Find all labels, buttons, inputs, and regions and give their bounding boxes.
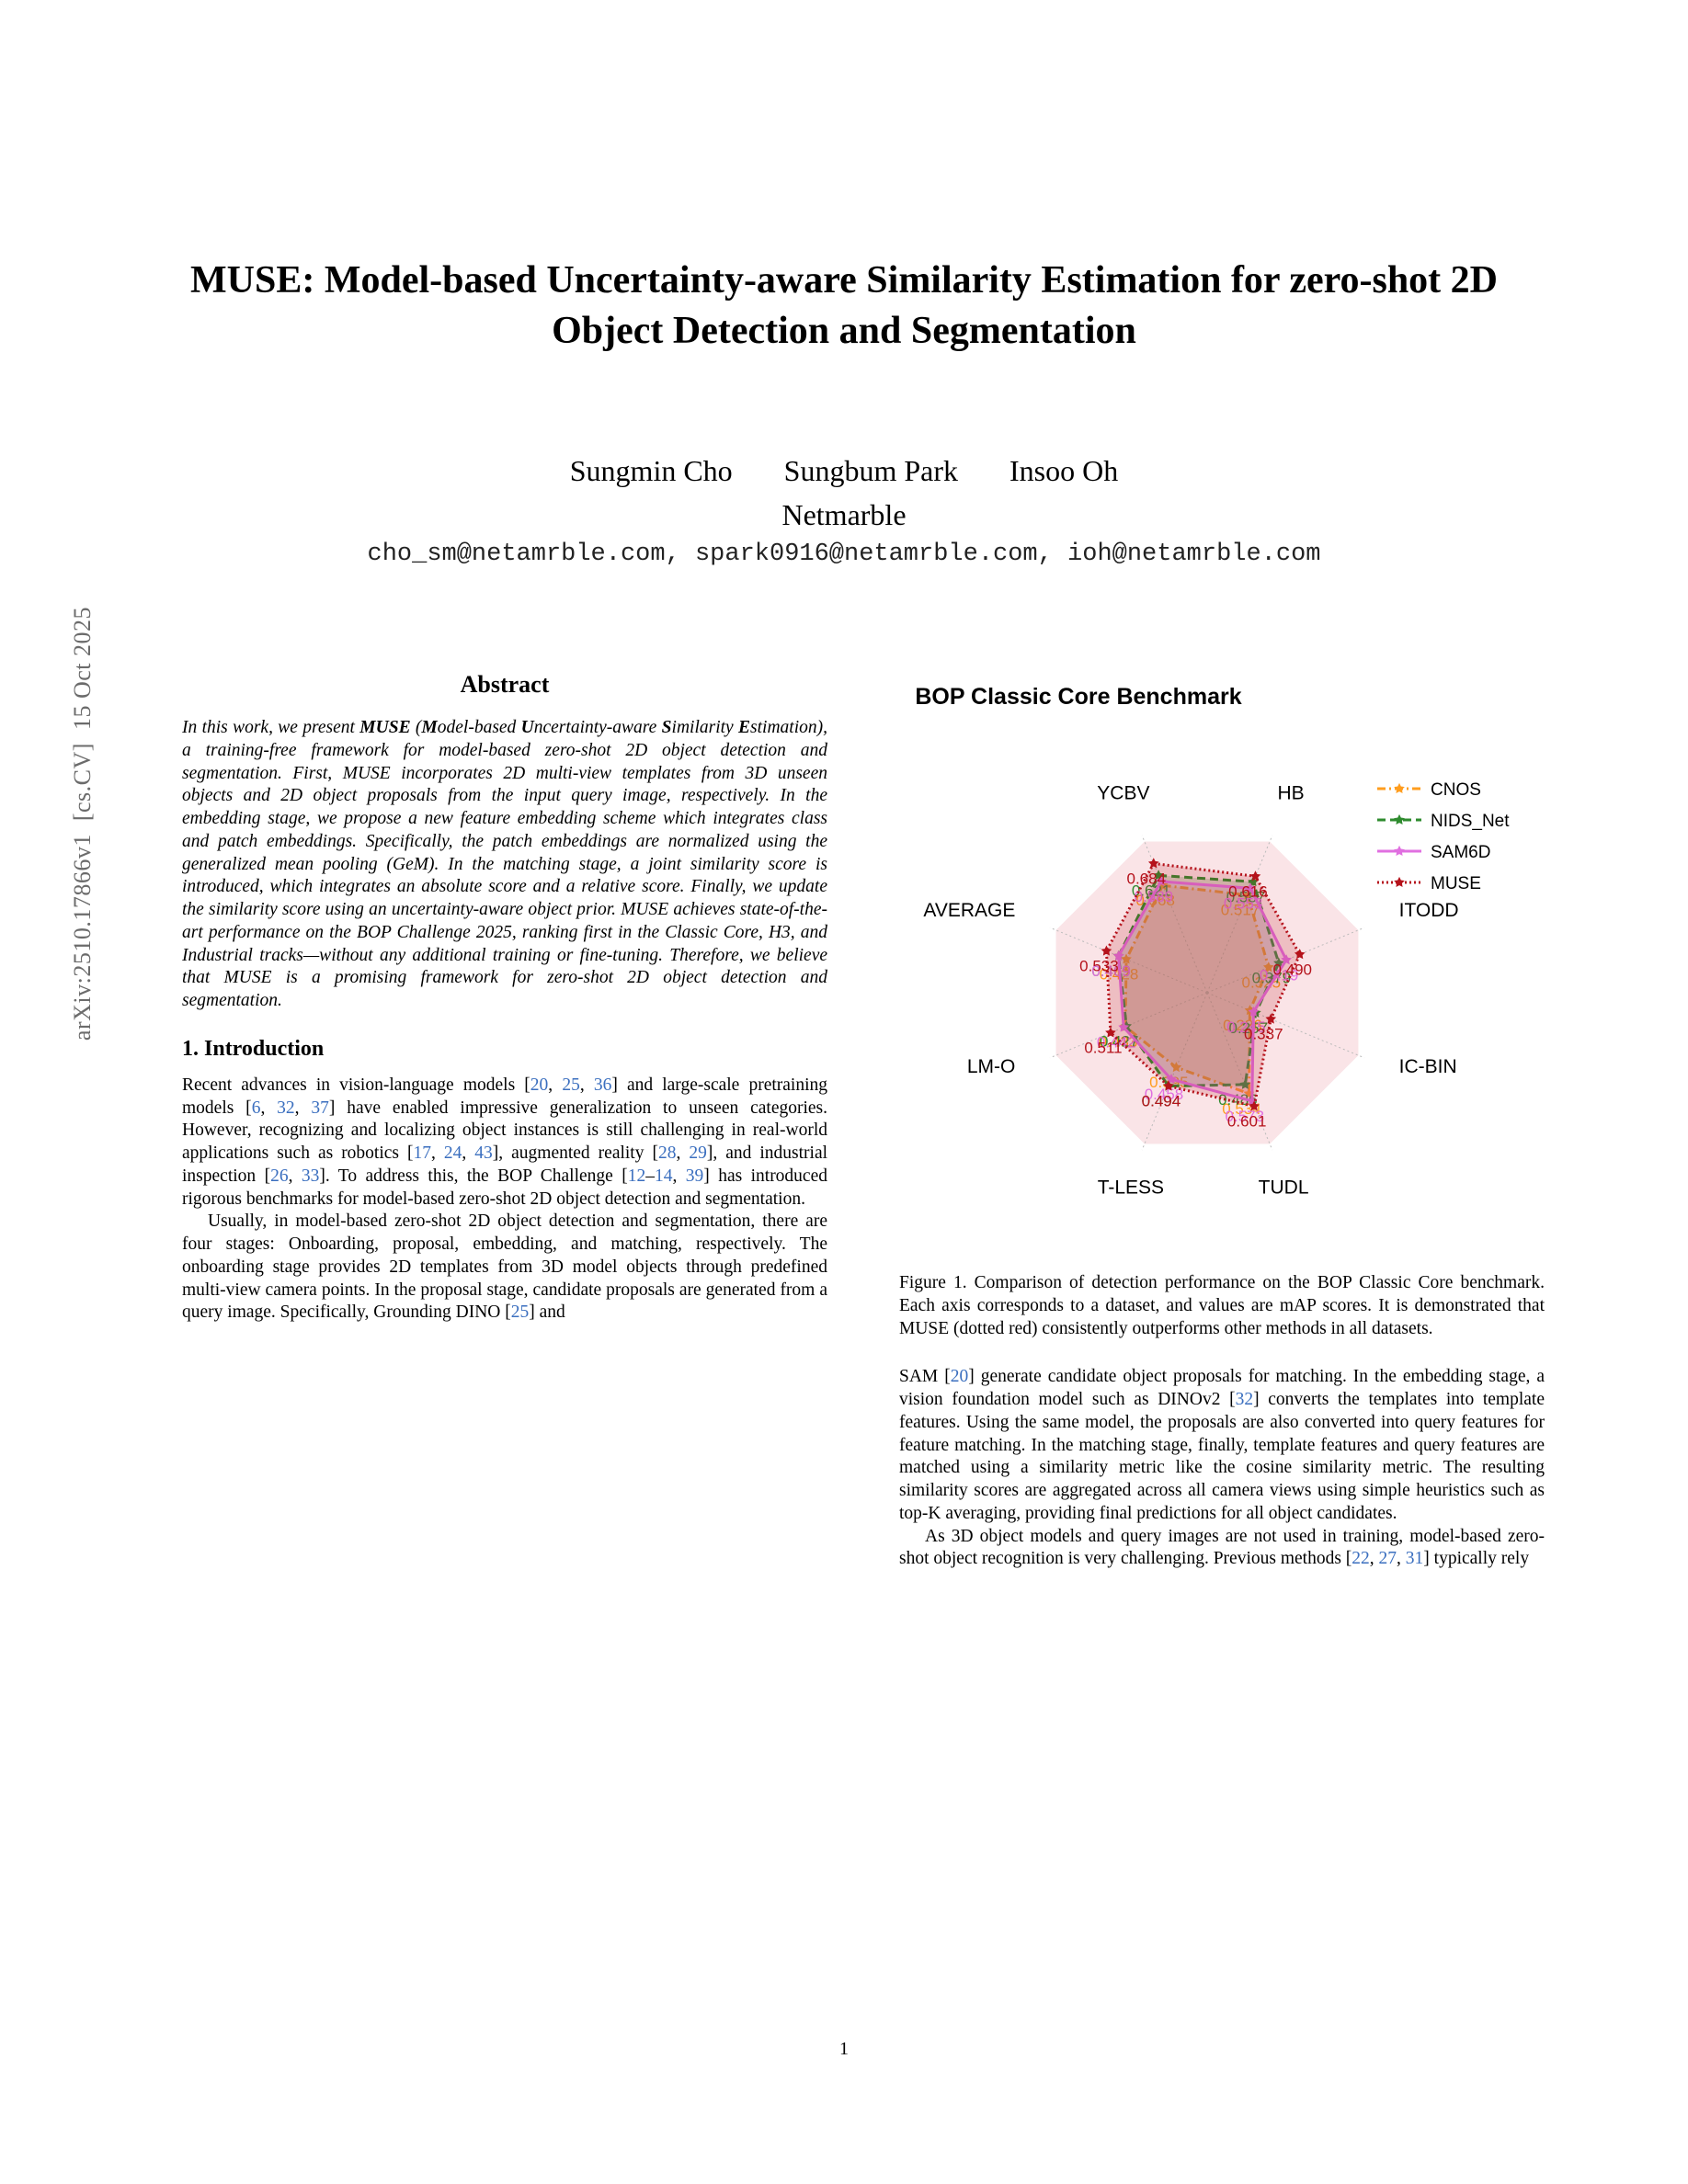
svg-text:0.616: 0.616	[1228, 882, 1268, 900]
svg-text:0.684: 0.684	[1126, 870, 1166, 887]
svg-text:TUDL: TUDL	[1259, 1177, 1309, 1199]
svg-text:HB: HB	[1278, 782, 1305, 803]
svg-text:LM-O: LM-O	[967, 1056, 1016, 1077]
svg-text:BOP Classic Core Benchmark: BOP Classic Core Benchmark	[915, 684, 1241, 710]
svg-text:AVERAGE: AVERAGE	[923, 900, 1015, 921]
svg-text:NIDS_Net: NIDS_Net	[1431, 812, 1510, 831]
svg-text:MUSE: MUSE	[1431, 874, 1481, 893]
svg-text:0.337: 0.337	[1244, 1026, 1283, 1043]
svg-text:SAM6D: SAM6D	[1431, 843, 1490, 862]
svg-text:IC-BIN: IC-BIN	[1399, 1056, 1457, 1077]
svg-text:CNOS: CNOS	[1431, 780, 1481, 800]
svg-text:0.601: 0.601	[1227, 1113, 1267, 1131]
svg-text:T-LESS: T-LESS	[1098, 1177, 1164, 1199]
svg-text:0.490: 0.490	[1272, 961, 1312, 978]
svg-text:ITODD: ITODD	[1399, 900, 1459, 921]
svg-text:YCBV: YCBV	[1097, 782, 1149, 803]
svg-text:0.494: 0.494	[1142, 1093, 1181, 1110]
svg-text:0.533: 0.533	[1079, 958, 1119, 975]
svg-text:0.511: 0.511	[1084, 1040, 1122, 1057]
